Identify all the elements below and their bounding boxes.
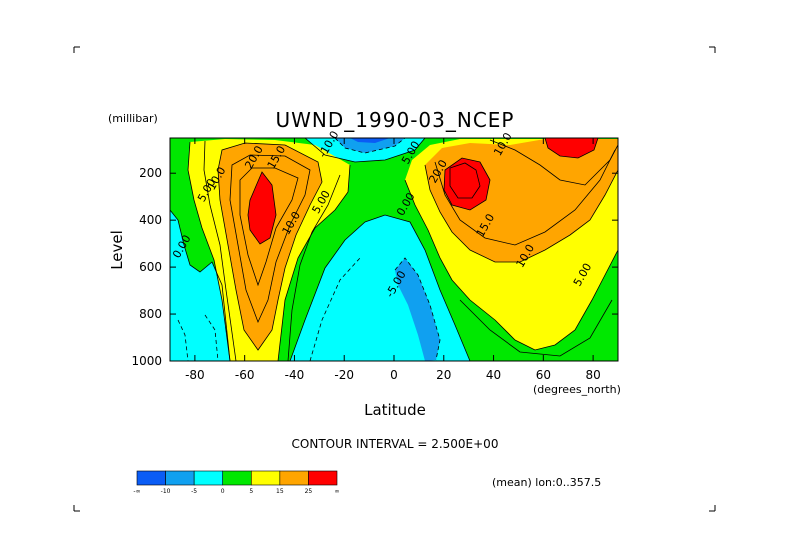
x-tick-label: 0 (390, 368, 398, 382)
x-tick-label: 20 (436, 368, 451, 382)
y-tick-label: 400 (139, 213, 162, 227)
y-tick-label: 800 (139, 307, 162, 321)
x-tick-label: -60 (235, 368, 255, 382)
x-units-label: (degrees_north) (533, 383, 621, 396)
colorbar-swatch (136, 470, 166, 486)
colorbar-label: -∞ (133, 488, 140, 495)
colorbar-label: -5 (191, 488, 197, 495)
y-units-label: (millibar) (108, 112, 158, 125)
axes: -80 -60 -40 -20 0 20 40 60 80 200 400 600 800 1000 (131, 138, 618, 382)
mean-label: (mean) lon:0..357.5 (492, 476, 601, 489)
contour-lines (170, 138, 618, 361)
x-tick-label: 60 (536, 368, 551, 382)
contour-fill (170, 138, 618, 361)
colorbar: -∞ -10 -5 0 5 15 25 ∞ (133, 470, 340, 495)
colorbar-swatch (250, 470, 281, 486)
colorbar-label: 0 (221, 488, 225, 495)
corner-marks (73, 46, 716, 512)
x-axis-title: Latitude (364, 401, 426, 419)
y-tick-label: 200 (139, 166, 162, 180)
x-tick-label: -40 (285, 368, 305, 382)
y-tick-label: 1000 (131, 354, 162, 368)
x-tick-label: -80 (185, 368, 205, 382)
colorbar-swatch (222, 470, 252, 486)
x-tick-label: 40 (486, 368, 501, 382)
x-tick-label: -20 (334, 368, 354, 382)
x-tick-label: 80 (585, 368, 600, 382)
colorbar-label: 25 (305, 488, 313, 495)
colorbar-label: 15 (276, 488, 284, 495)
colorbar-label: 5 (249, 488, 253, 495)
colorbar-label: ∞ (335, 488, 340, 495)
chart-title: UWND_1990-03_NCEP (276, 108, 515, 132)
contour-interval-label: CONTOUR INTERVAL = 2.500E+00 (292, 437, 499, 451)
y-tick-label: 600 (139, 260, 162, 274)
y-axis-title: Level (108, 230, 126, 270)
colorbar-label: -10 (161, 488, 171, 495)
colorbar-swatch (193, 470, 224, 486)
colorbar-swatch (279, 470, 309, 486)
colorbar-swatch (165, 470, 195, 486)
colorbar-swatch (308, 470, 338, 486)
